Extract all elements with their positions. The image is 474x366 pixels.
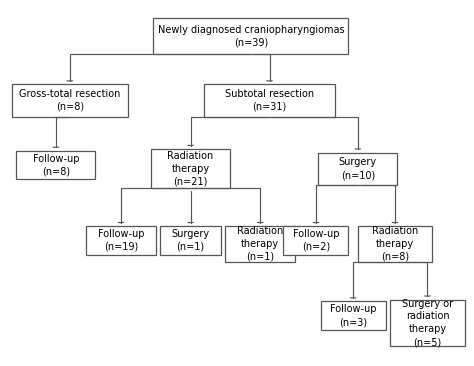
Text: Follow-up
(n=2): Follow-up (n=2): [293, 229, 339, 252]
Text: Subtotal resection
(n=31): Subtotal resection (n=31): [225, 89, 314, 112]
Text: Follow-up
(n=8): Follow-up (n=8): [33, 154, 79, 176]
Text: Follow-up
(n=3): Follow-up (n=3): [330, 304, 376, 327]
Text: Radiation
therapy
(n=1): Radiation therapy (n=1): [237, 226, 283, 262]
Text: Radiation
therapy
(n=21): Radiation therapy (n=21): [167, 151, 214, 186]
FancyBboxPatch shape: [160, 226, 221, 255]
FancyBboxPatch shape: [86, 226, 155, 255]
FancyBboxPatch shape: [154, 18, 348, 54]
FancyBboxPatch shape: [12, 85, 128, 117]
FancyBboxPatch shape: [358, 226, 432, 262]
Text: Surgery
(n=1): Surgery (n=1): [172, 229, 210, 252]
Text: Follow-up
(n=19): Follow-up (n=19): [98, 229, 144, 252]
Text: Surgery or
radiation
therapy
(n=5): Surgery or radiation therapy (n=5): [402, 299, 453, 347]
Text: Surgery
(n=10): Surgery (n=10): [339, 157, 377, 180]
Text: Gross-total resection
(n=8): Gross-total resection (n=8): [19, 89, 120, 112]
FancyBboxPatch shape: [319, 153, 397, 185]
FancyBboxPatch shape: [16, 151, 95, 179]
FancyBboxPatch shape: [204, 85, 335, 117]
FancyBboxPatch shape: [151, 149, 230, 188]
Text: Radiation
therapy
(n=8): Radiation therapy (n=8): [372, 226, 418, 262]
FancyBboxPatch shape: [320, 301, 386, 330]
FancyBboxPatch shape: [283, 226, 348, 255]
FancyBboxPatch shape: [390, 299, 465, 346]
FancyBboxPatch shape: [226, 226, 295, 262]
Text: Newly diagnosed craniopharyngiomas
(n=39): Newly diagnosed craniopharyngiomas (n=39…: [158, 25, 344, 47]
